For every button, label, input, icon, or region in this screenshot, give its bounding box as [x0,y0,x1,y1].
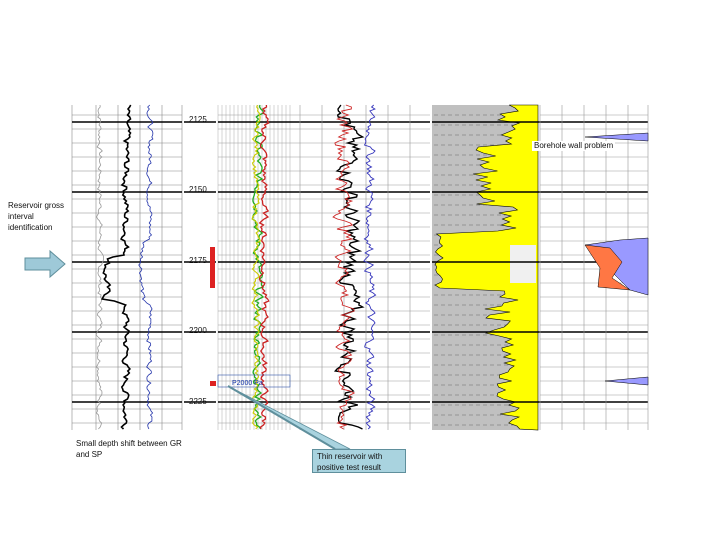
test-label: P2000 Pa [232,380,263,387]
thin-reservoir-note: Thin reservoir with positive test result [317,452,383,472]
callout-pointer [227,385,351,450]
reservoir-gross-note: Reservoir gross interval identification [8,201,65,232]
density-red [332,104,356,430]
thin-reservoir-fill [604,376,649,386]
reservoir-depth-marker [210,247,215,288]
gr-curve [100,104,132,430]
neutron-black [333,104,365,430]
right-arrow-icon [24,249,66,279]
density-blue [363,104,377,430]
depth-label-2225: 2225 [189,397,207,406]
depth-label-2125: 2125 [189,115,207,124]
reservoir-fill-orange [584,244,631,291]
depth-label-2200: 2200 [189,326,207,335]
borehole-problem-note: Borehole wall problem [532,141,616,151]
callout-line [227,385,336,450]
borehole-fill [584,132,649,142]
thin-reservoir-depth-marker [210,381,216,386]
sp-curve [138,104,154,430]
depth-label-2175: 2175 [189,256,207,265]
washout-zone [510,245,536,283]
depth-shift-note: Small depth shift between GR and SP [76,439,182,459]
gr-curve-grey [95,104,104,430]
test-label-box [217,374,291,388]
depth-label-2150: 2150 [189,185,207,194]
sand-fill [434,104,539,431]
thin-reservoir-callout: Thin reservoir with positive test result [312,449,406,473]
